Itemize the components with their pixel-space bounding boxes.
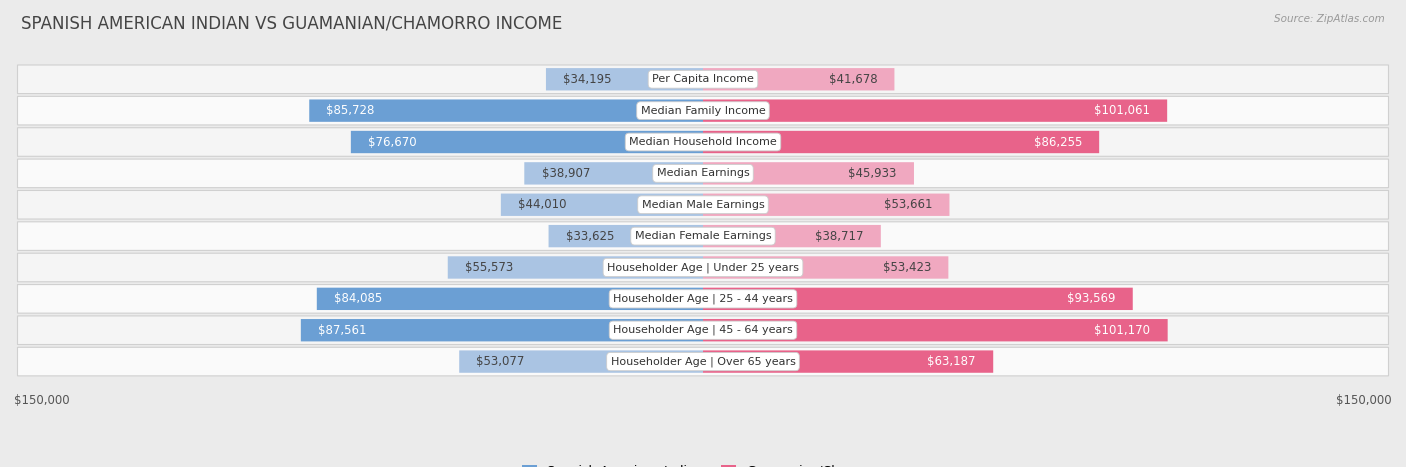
Text: SPANISH AMERICAN INDIAN VS GUAMANIAN/CHAMORRO INCOME: SPANISH AMERICAN INDIAN VS GUAMANIAN/CHA…: [21, 14, 562, 32]
Text: $45,933: $45,933: [848, 167, 897, 180]
FancyBboxPatch shape: [17, 127, 1389, 156]
FancyBboxPatch shape: [501, 193, 703, 216]
Text: Median Family Income: Median Family Income: [641, 106, 765, 116]
FancyBboxPatch shape: [703, 256, 949, 279]
FancyBboxPatch shape: [548, 225, 703, 248]
FancyBboxPatch shape: [316, 288, 703, 310]
Text: $93,569: $93,569: [1067, 292, 1115, 305]
FancyBboxPatch shape: [17, 284, 1389, 313]
FancyBboxPatch shape: [460, 350, 703, 373]
FancyBboxPatch shape: [301, 319, 703, 341]
Text: Per Capita Income: Per Capita Income: [652, 74, 754, 84]
FancyBboxPatch shape: [703, 288, 1133, 310]
FancyBboxPatch shape: [703, 193, 949, 216]
Text: Source: ZipAtlas.com: Source: ZipAtlas.com: [1274, 14, 1385, 24]
Text: $53,423: $53,423: [883, 261, 931, 274]
FancyBboxPatch shape: [309, 99, 703, 122]
Text: Median Male Earnings: Median Male Earnings: [641, 200, 765, 210]
Text: Householder Age | Over 65 years: Householder Age | Over 65 years: [610, 356, 796, 367]
Text: $101,061: $101,061: [1094, 104, 1150, 117]
Text: $101,170: $101,170: [1094, 324, 1150, 337]
Text: $41,678: $41,678: [828, 73, 877, 86]
Text: $87,561: $87,561: [318, 324, 367, 337]
Text: Median Female Earnings: Median Female Earnings: [634, 231, 772, 241]
Text: Householder Age | Under 25 years: Householder Age | Under 25 years: [607, 262, 799, 273]
Text: $44,010: $44,010: [517, 198, 567, 211]
FancyBboxPatch shape: [17, 253, 1389, 282]
Text: $86,255: $86,255: [1033, 135, 1083, 149]
FancyBboxPatch shape: [447, 256, 703, 279]
Text: $84,085: $84,085: [335, 292, 382, 305]
Text: $76,670: $76,670: [368, 135, 416, 149]
Text: Householder Age | 45 - 64 years: Householder Age | 45 - 64 years: [613, 325, 793, 335]
FancyBboxPatch shape: [703, 225, 880, 248]
FancyBboxPatch shape: [703, 350, 993, 373]
FancyBboxPatch shape: [17, 347, 1389, 376]
FancyBboxPatch shape: [17, 222, 1389, 250]
FancyBboxPatch shape: [703, 99, 1167, 122]
FancyBboxPatch shape: [17, 191, 1389, 219]
Text: Median Earnings: Median Earnings: [657, 169, 749, 178]
Text: Median Household Income: Median Household Income: [628, 137, 778, 147]
Text: $53,077: $53,077: [477, 355, 524, 368]
Text: $34,195: $34,195: [564, 73, 612, 86]
FancyBboxPatch shape: [703, 68, 894, 91]
FancyBboxPatch shape: [703, 162, 914, 184]
FancyBboxPatch shape: [17, 316, 1389, 345]
Text: $38,717: $38,717: [815, 230, 863, 243]
FancyBboxPatch shape: [546, 68, 703, 91]
FancyBboxPatch shape: [17, 65, 1389, 93]
Text: Householder Age | 25 - 44 years: Householder Age | 25 - 44 years: [613, 294, 793, 304]
FancyBboxPatch shape: [703, 319, 1167, 341]
Text: $38,907: $38,907: [541, 167, 591, 180]
Text: $85,728: $85,728: [326, 104, 375, 117]
FancyBboxPatch shape: [703, 131, 1099, 153]
Legend: Spanish American Indian, Guamanian/Chamorro: Spanish American Indian, Guamanian/Chamo…: [517, 460, 889, 467]
Text: $53,661: $53,661: [884, 198, 932, 211]
Text: $63,187: $63,187: [928, 355, 976, 368]
Text: $55,573: $55,573: [465, 261, 513, 274]
FancyBboxPatch shape: [524, 162, 703, 184]
FancyBboxPatch shape: [352, 131, 703, 153]
FancyBboxPatch shape: [17, 159, 1389, 188]
Text: $150,000: $150,000: [1336, 394, 1392, 407]
Text: $150,000: $150,000: [14, 394, 70, 407]
FancyBboxPatch shape: [17, 96, 1389, 125]
Text: $33,625: $33,625: [565, 230, 614, 243]
